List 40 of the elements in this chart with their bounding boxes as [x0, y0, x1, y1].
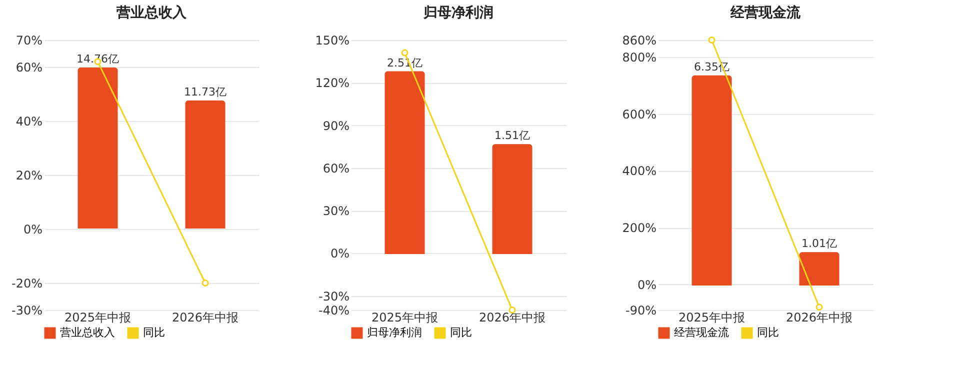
y-tick-label: 40%	[16, 114, 42, 128]
x-tick-label: 2025年中报	[678, 310, 746, 324]
y-tick-label: 0%	[637, 278, 656, 292]
y-tick-label: 30%	[322, 204, 350, 218]
y-tick-label: 90%	[322, 118, 350, 133]
legend-label: 归母净利润	[367, 326, 422, 339]
y-tick-label: -20%	[11, 276, 42, 290]
x-tick-label: 2026年中报	[478, 310, 546, 324]
y-tick-label: -90%	[625, 304, 656, 318]
legend-label: 经营现金流	[674, 326, 729, 339]
data-label: 11.73亿	[184, 86, 226, 99]
chart-title: 归母净利润	[422, 4, 494, 21]
legend-label: 同比	[143, 326, 165, 339]
y-tick-label: 0%	[330, 246, 350, 261]
x-tick-label: 2025年中报	[64, 310, 132, 324]
x-tick-label: 2026年中报	[172, 310, 239, 324]
data-label: 1.51亿	[494, 129, 530, 142]
y-tick-label: 150%	[315, 34, 350, 48]
y-tick-label: 600%	[622, 107, 656, 122]
y-tick-label: 20%	[16, 168, 42, 182]
y-tick-label: -30%	[11, 304, 42, 318]
y-tick-label: 800%	[622, 50, 656, 65]
legend-label: 同比	[450, 326, 472, 339]
y-tick-label: -30%	[318, 289, 350, 304]
y-tick-label: 60%	[322, 161, 350, 176]
y-tick-label: 70%	[16, 34, 42, 48]
chart-title: 营业总收入	[116, 5, 188, 21]
chart-title: 经营现金流	[730, 4, 802, 21]
x-tick-label: 2026年中报	[786, 310, 853, 324]
legend-label: 营业总收入	[60, 326, 115, 339]
x-tick-label: 2025年中报	[371, 310, 438, 324]
y-tick-label: -40%	[318, 304, 350, 318]
legend-label: 同比	[757, 326, 779, 339]
y-tick-label: 400%	[622, 164, 656, 178]
y-tick-label: 60%	[16, 60, 42, 74]
data-label: 1.01亿	[802, 237, 837, 250]
y-tick-label: 120%	[315, 76, 350, 90]
y-tick-label: 0%	[23, 222, 42, 236]
y-tick-label: 860%	[622, 34, 656, 48]
y-tick-label: 200%	[622, 221, 656, 236]
